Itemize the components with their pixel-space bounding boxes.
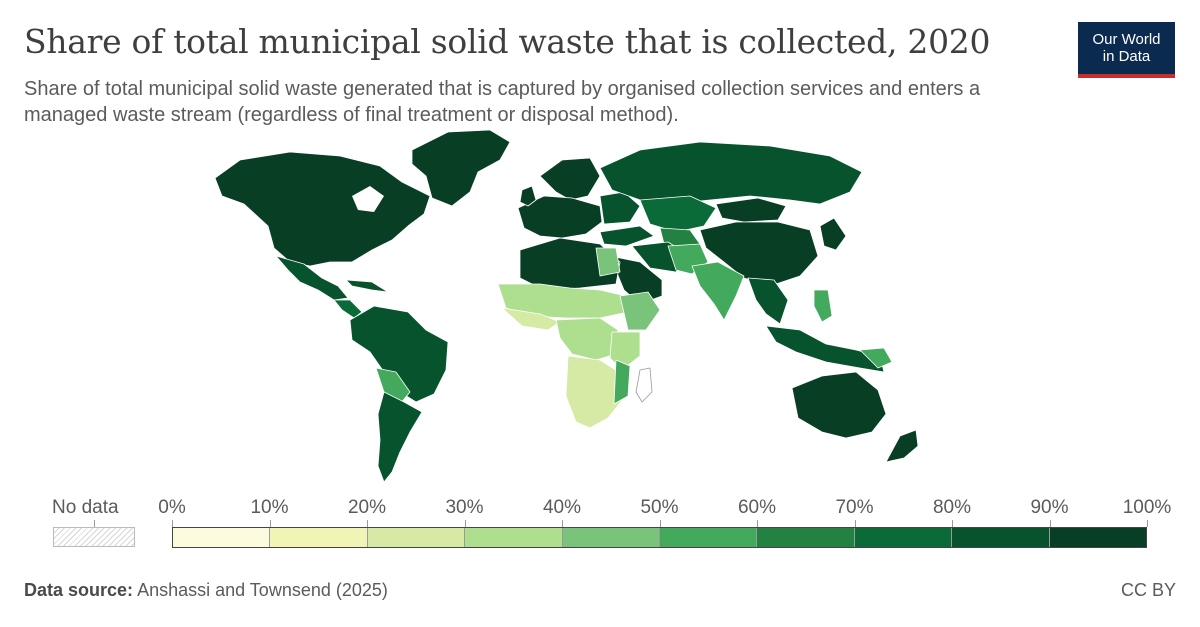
data-source-label: Data source: bbox=[24, 580, 134, 600]
region-scandinavia bbox=[539, 157, 601, 201]
legend-bin-90-100[interactable] bbox=[1049, 528, 1147, 547]
legend-no-data-swatch[interactable] bbox=[53, 527, 135, 547]
legend-tick-mark bbox=[464, 520, 466, 527]
owid-logo[interactable]: Our World in Data bbox=[1078, 22, 1175, 78]
region-new-zealand bbox=[885, 429, 919, 463]
logo-line-2: in Data bbox=[1102, 48, 1151, 65]
region-southern-africa bbox=[565, 355, 625, 429]
legend-tick-label: 90% bbox=[1030, 497, 1069, 518]
region-mainland-southeast-asia bbox=[747, 277, 789, 325]
region-western-europe bbox=[517, 195, 603, 239]
region-bolivia-paraguay bbox=[375, 367, 411, 405]
legend-bin-50-60[interactable] bbox=[660, 528, 758, 547]
region-northern-south-america bbox=[349, 305, 449, 403]
region-korea-japan bbox=[819, 217, 847, 251]
legend-bin-60-70[interactable] bbox=[757, 528, 855, 547]
region-egypt bbox=[595, 247, 621, 277]
chart-subtitle: Share of total municipal solid waste gen… bbox=[24, 78, 981, 126]
region-horn-of-africa bbox=[619, 291, 661, 331]
region-maritime-southeast-asia bbox=[765, 325, 885, 373]
legend-tick-mark bbox=[562, 520, 563, 527]
legend-tick-mark bbox=[659, 520, 661, 527]
region-southern-cone bbox=[377, 391, 423, 483]
legend-bin-80-90[interactable] bbox=[952, 528, 1050, 547]
region-greenland bbox=[411, 129, 511, 207]
region-caribbean bbox=[345, 279, 389, 293]
legend-tick-label: 50% bbox=[640, 497, 679, 518]
legend-tick-mark bbox=[367, 520, 368, 527]
legend-bin-40-50[interactable] bbox=[562, 528, 661, 547]
legend-tick-label: 20% bbox=[347, 497, 387, 518]
legend-tick-mark bbox=[269, 520, 271, 527]
region-north-america bbox=[214, 151, 431, 267]
legend-bin-30-40[interactable] bbox=[465, 528, 563, 547]
legend-color-scale[interactable] bbox=[172, 527, 1147, 548]
legend-tick-label: 100% bbox=[1122, 497, 1172, 518]
region-mexico bbox=[275, 255, 349, 301]
legend-bin-0-10[interactable] bbox=[173, 528, 271, 547]
legend-bin-20-30[interactable] bbox=[367, 528, 466, 547]
region-uk bbox=[519, 185, 537, 207]
region-mozambique bbox=[613, 359, 631, 405]
region-madagascar bbox=[635, 367, 653, 403]
license-link[interactable]: CC BY bbox=[1120, 580, 1176, 600]
legend-tick-label: 60% bbox=[737, 497, 777, 518]
legend-no-data-tick bbox=[94, 520, 95, 527]
region-hudson-bay bbox=[352, 186, 384, 212]
region-north-africa bbox=[519, 237, 621, 291]
legend-tick-label: 30% bbox=[445, 497, 484, 518]
region-papua-new-guinea bbox=[859, 347, 893, 369]
legend-tick-mark bbox=[854, 520, 856, 527]
legend-tick-label: 40% bbox=[542, 497, 582, 518]
legend-no-data-label: No data bbox=[52, 497, 119, 518]
legend-bin-10-20[interactable] bbox=[270, 528, 368, 547]
chart-title: Share of total municipal solid waste tha… bbox=[24, 22, 991, 61]
region-mongolia bbox=[715, 197, 787, 223]
region-arabian-peninsula bbox=[609, 255, 663, 305]
legend-tick-label: 80% bbox=[932, 497, 972, 518]
region-philippines bbox=[813, 289, 833, 323]
legend-tick-mark bbox=[1147, 520, 1148, 527]
legend-tick-mark bbox=[172, 520, 173, 527]
legend-bin-70-80[interactable] bbox=[854, 528, 953, 547]
region-australia bbox=[791, 371, 887, 439]
region-kazakhstan bbox=[639, 195, 717, 233]
legend-tick-mark bbox=[757, 520, 758, 527]
data-source: Data source: Anshassi and Townsend (2025… bbox=[24, 580, 388, 601]
region-russia bbox=[599, 141, 863, 205]
legend-tick-mark bbox=[952, 520, 953, 527]
region-central-africa bbox=[555, 317, 619, 361]
legend-tick-label: 0% bbox=[158, 497, 186, 518]
region-india bbox=[691, 261, 745, 321]
legend-tick-mark bbox=[1049, 520, 1051, 527]
legend-tick-label: 70% bbox=[835, 497, 874, 518]
logo-line-1: Our World bbox=[1092, 31, 1161, 48]
region-turkey-caucasus bbox=[599, 225, 655, 247]
legend-tick-label: 10% bbox=[250, 497, 289, 518]
data-source-text: Anshassi and Townsend (2025) bbox=[137, 580, 388, 600]
region-china bbox=[699, 221, 819, 287]
region-west-africa-coast bbox=[501, 307, 561, 331]
